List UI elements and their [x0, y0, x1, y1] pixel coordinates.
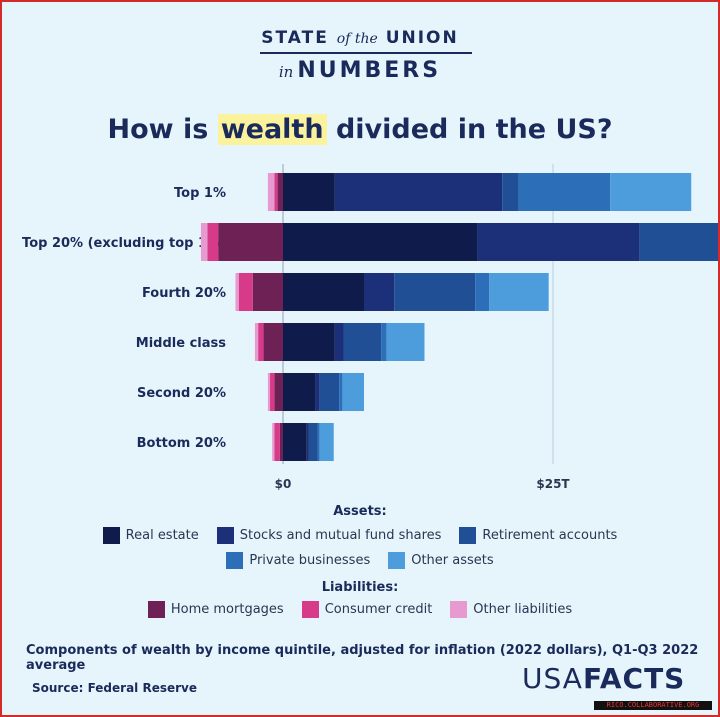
source-note: Source: Federal Reserve — [32, 681, 197, 695]
bar-asset-3-5 — [317, 423, 320, 461]
legend-asset-1-label: Stocks and mutual fund shares — [239, 528, 442, 543]
bar-liability-2-1 — [200, 223, 208, 261]
bar-liability-1-2 — [238, 273, 253, 311]
legend-liability-2: Other liabilities — [450, 601, 572, 618]
legend-liability-2-label: Other liabilities — [473, 602, 573, 617]
legend-asset-4-swatch — [388, 552, 406, 569]
usafacts-logo: USAFACTS — [522, 662, 686, 695]
bar-liability-1-4 — [270, 373, 275, 411]
x-tick-label-1: $25T — [536, 477, 570, 491]
legend-liability-2-swatch — [450, 601, 468, 618]
brand-line-1: STATE of the UNION — [261, 28, 459, 48]
chart-caption: Components of wealth by income quintile,… — [26, 643, 699, 673]
legend-asset-3-swatch — [226, 552, 244, 569]
category-label-4: Second 20% — [137, 386, 226, 401]
bar-asset-2-4 — [319, 373, 340, 411]
legend-asset-0-label: Real estate — [125, 528, 199, 543]
legend-asset-1-swatch — [216, 527, 234, 544]
bar-liability-1-0 — [274, 173, 278, 211]
legend-liability-1-label: Consumer credit — [324, 602, 433, 617]
bar-asset-1-1 — [477, 223, 640, 261]
bar-asset-0-5 — [283, 423, 307, 461]
legend-liability-0: Home mortgages — [147, 601, 284, 618]
bar-asset-3-0 — [518, 173, 611, 211]
brand-divider — [260, 52, 472, 54]
bar-asset-0-3 — [283, 323, 335, 361]
x-tick-label-0: $0 — [275, 477, 292, 491]
legend-asset-2-label: Retirement accounts — [482, 528, 618, 543]
bar-liability-2-3 — [254, 323, 259, 361]
bar-asset-4-3 — [386, 323, 425, 361]
brand-line-2: in NUMBERS — [278, 58, 442, 83]
bar-liability-1-1 — [207, 223, 219, 261]
legend-asset-0-swatch — [102, 527, 120, 544]
legend-asset-4-label: Other assets — [411, 553, 494, 568]
legend-asset-3: Private businesses — [226, 552, 370, 569]
bar-liability-0-3 — [263, 323, 283, 361]
bar-asset-2-1 — [639, 223, 718, 261]
bar-liability-0-2 — [252, 273, 283, 311]
legend-assets-row-2: Private businesses Other assets — [2, 552, 718, 569]
title-highlight: wealth — [217, 114, 327, 145]
legend-liability-0-label: Home mortgages — [170, 602, 284, 617]
watermark: RICO.COLLABORATIVE.ORG — [594, 701, 712, 710]
bar-liability-2-4 — [267, 373, 271, 411]
legend-liabilities-heading: Liabilities: — [321, 580, 399, 595]
bar-liability-0-0 — [277, 173, 283, 211]
bar-asset-2-2 — [394, 273, 476, 311]
bar-asset-0-1 — [283, 223, 478, 261]
legend-asset-3-label: Private businesses — [249, 553, 371, 568]
category-label-3: Middle class — [136, 336, 226, 351]
bar-liability-0-4 — [274, 373, 283, 411]
legend-liability-1-swatch — [301, 601, 319, 618]
bar-asset-4-0 — [610, 173, 692, 211]
bar-liability-1-5 — [274, 423, 280, 461]
bar-liability-2-0 — [267, 173, 275, 211]
bar-asset-3-3 — [381, 323, 387, 361]
legend-asset-2-swatch — [459, 527, 477, 544]
bar-asset-4-2 — [489, 273, 549, 311]
legend-asset-2: Retirement accounts — [459, 527, 617, 544]
legend-asset-0: Real estate — [102, 527, 199, 544]
bar-liability-1-3 — [258, 323, 264, 361]
bar-liability-2-5 — [272, 423, 275, 461]
bar-asset-3-4 — [339, 373, 343, 411]
wealth-chart: $0$25T$50T$75TTop 1%Top 20% (excluding t… — [22, 164, 718, 491]
legend-liabilities-row: Home mortgages Consumer credit Other liabi… — [2, 601, 718, 618]
bar-asset-1-3 — [334, 323, 344, 361]
bar-asset-3-2 — [475, 273, 490, 311]
bar-asset-2-0 — [502, 173, 519, 211]
bar-asset-2-5 — [308, 423, 318, 461]
category-label-5: Bottom 20% — [137, 436, 226, 451]
category-label-1: Top 20% (excluding top 1%) — [22, 236, 226, 251]
bar-asset-0-2 — [283, 273, 364, 311]
legend-assets-heading: Assets: — [333, 504, 387, 519]
bar-liability-0-1 — [218, 223, 283, 261]
bar-asset-2-3 — [343, 323, 382, 361]
bar-liability-2-2 — [235, 273, 239, 311]
bar-liability-0-5 — [279, 423, 283, 461]
bar-asset-4-4 — [342, 373, 364, 411]
legend-liability-0-swatch — [147, 601, 165, 618]
legend-assets-row-1: Real estate Stocks and mutual fund shares… — [2, 527, 718, 544]
bar-asset-0-4 — [283, 373, 316, 411]
chart-title: How is wealth divided in the US? — [107, 114, 613, 145]
category-label-0: Top 1% — [174, 186, 226, 201]
bar-asset-1-4 — [315, 373, 320, 411]
legend-liability-1: Consumer credit — [301, 601, 433, 618]
category-label-2: Fourth 20% — [142, 286, 226, 301]
bar-asset-1-5 — [306, 423, 309, 461]
bar-asset-1-2 — [364, 273, 395, 311]
legend-asset-4: Other assets — [388, 552, 494, 569]
legend-asset-1: Stocks and mutual fund shares — [216, 527, 442, 544]
bar-asset-0-0 — [283, 173, 335, 211]
bar-asset-1-0 — [334, 173, 503, 211]
bar-asset-4-5 — [319, 423, 334, 461]
